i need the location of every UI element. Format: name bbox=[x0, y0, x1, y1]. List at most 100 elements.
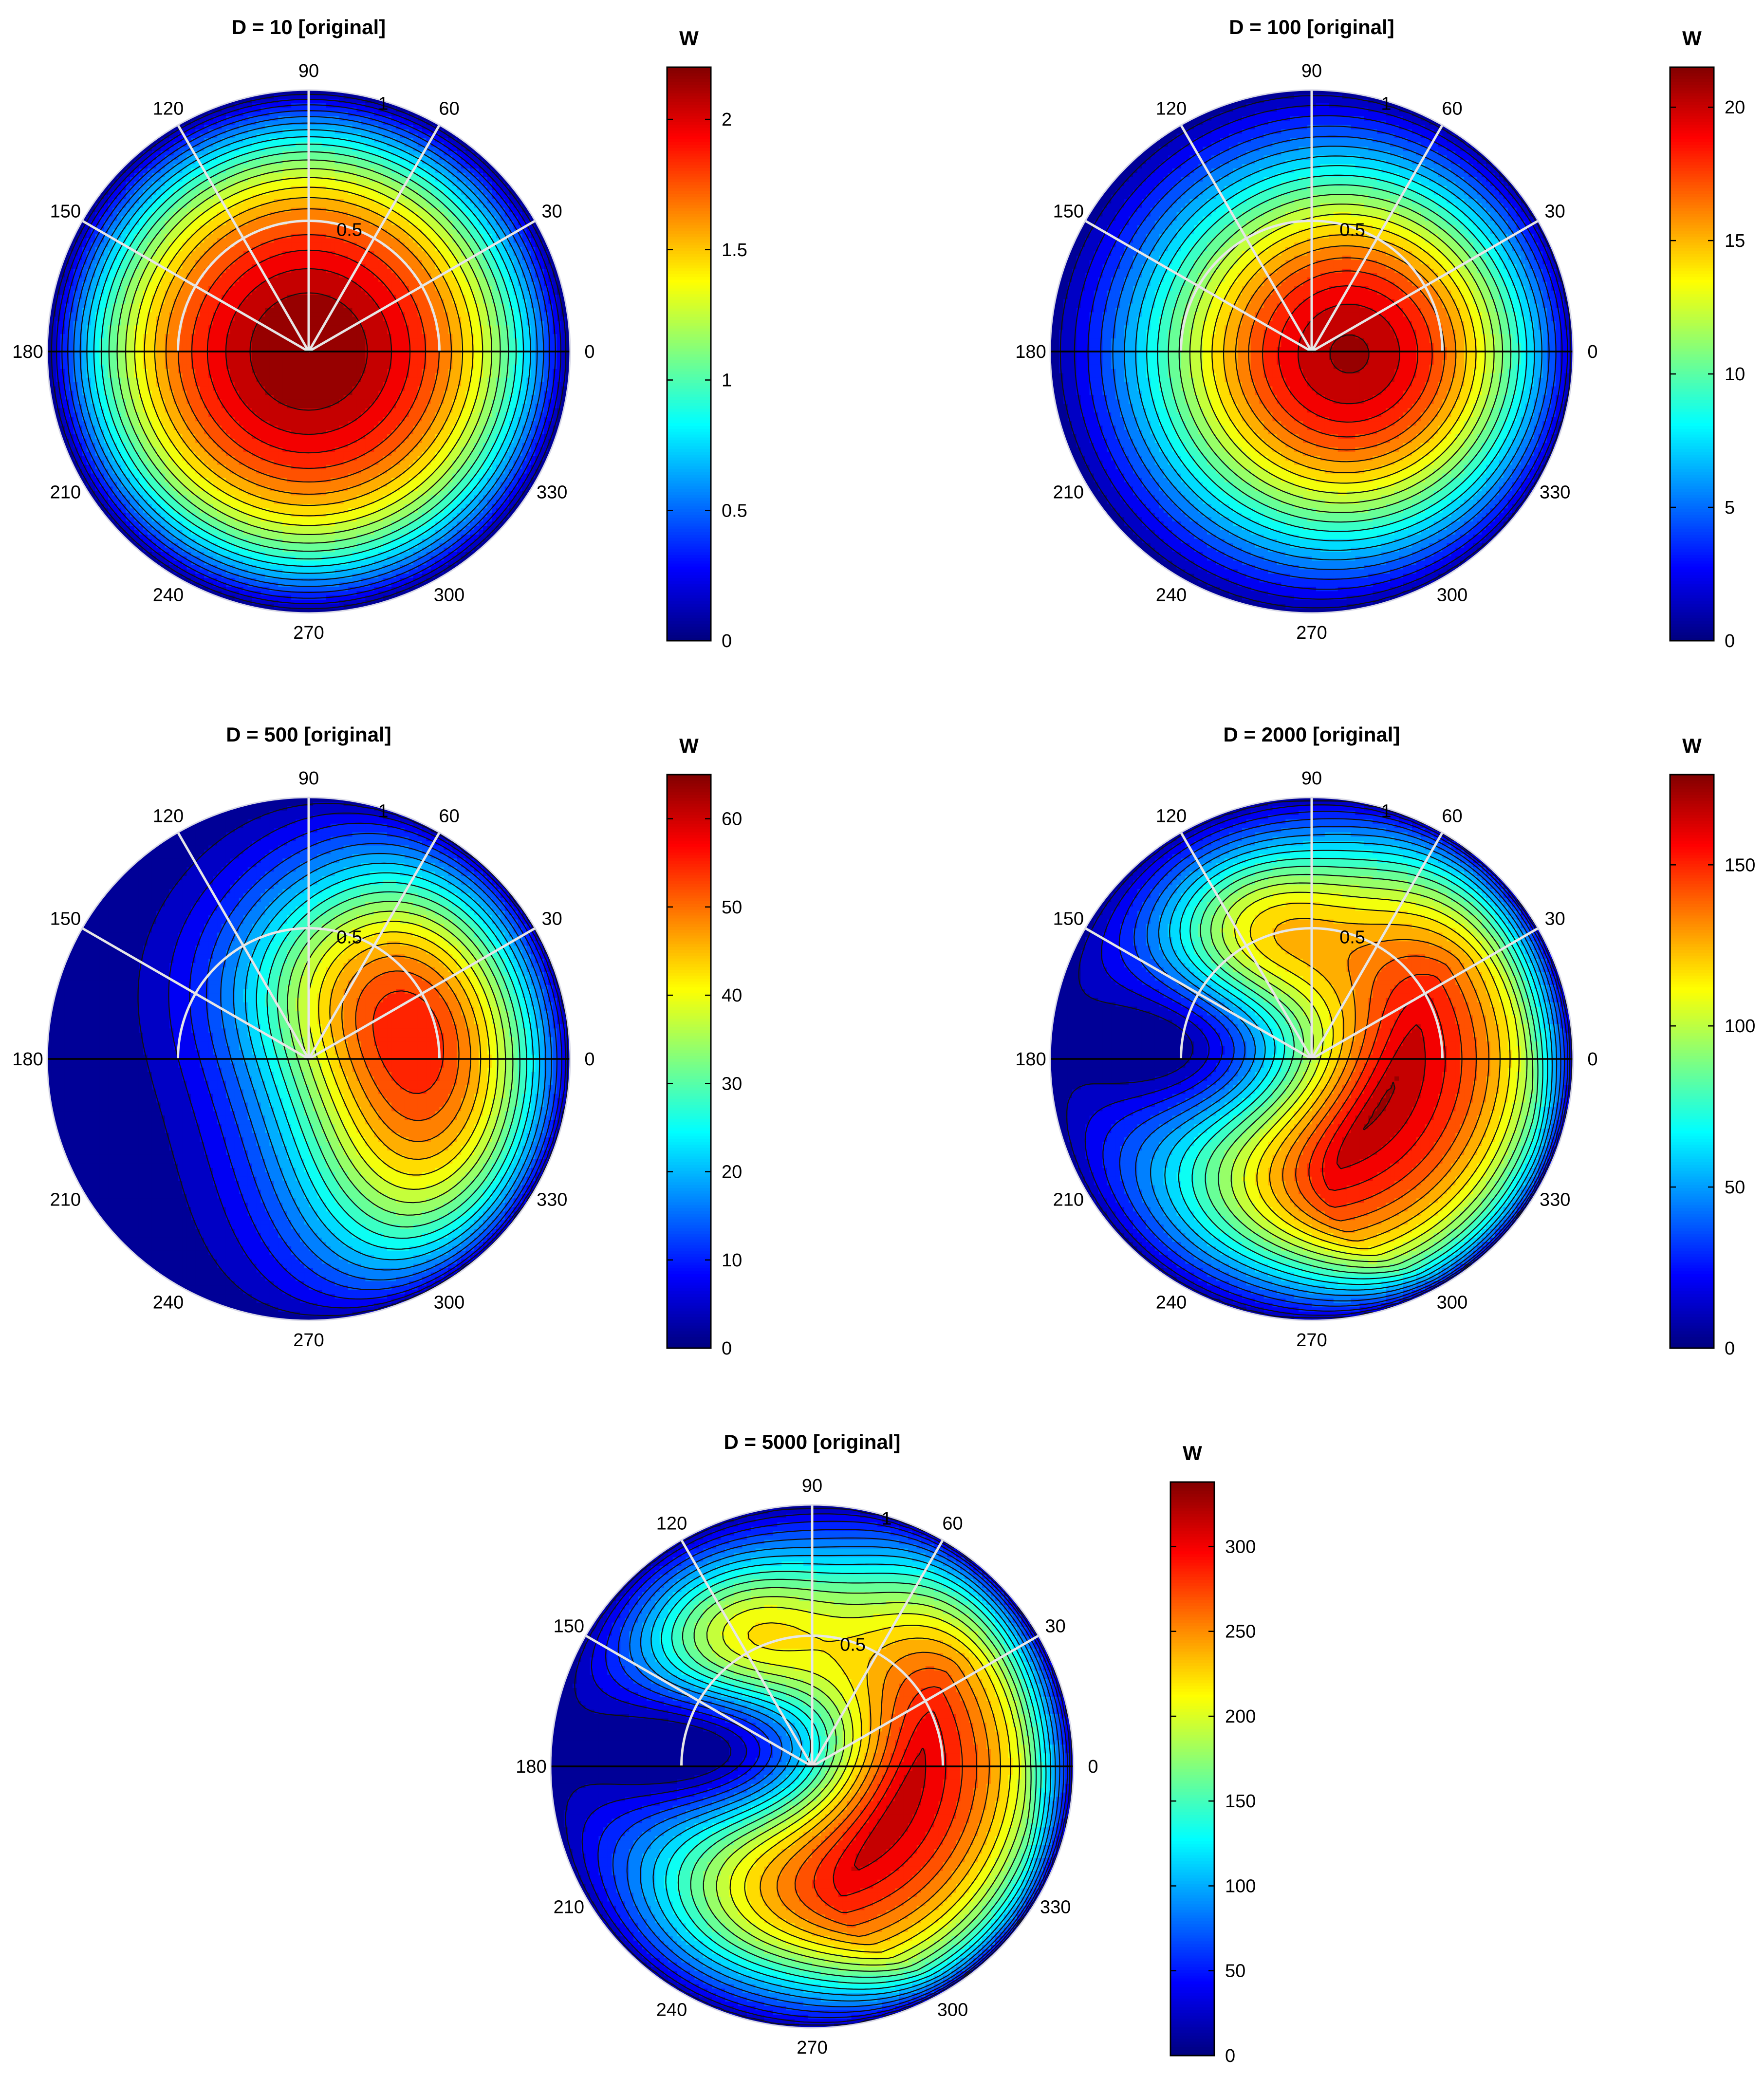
angle-tick-label: 210 bbox=[50, 482, 81, 503]
angle-labels: 0 30 60 90 120 150 180 210 240 270 300 330 bbox=[516, 1476, 1098, 2058]
angle-tick-label: 90 bbox=[1301, 768, 1322, 789]
polar-ring bbox=[177, 927, 441, 1059]
angle-tick-label: 120 bbox=[1156, 98, 1187, 119]
polar-spokes bbox=[81, 797, 536, 1060]
polar-spokes bbox=[1084, 90, 1539, 353]
colorbar-frame bbox=[666, 774, 712, 1349]
angle-labels: 0 30 60 90 120 150 180 210 240 270 300 330 bbox=[1015, 61, 1597, 643]
colorbar-tick-label: 20 bbox=[1725, 97, 1745, 118]
polar-ring bbox=[680, 1634, 944, 1767]
angle-tick-label: 210 bbox=[50, 1190, 81, 1210]
colorbar-tick-label: 100 bbox=[1225, 1876, 1256, 1897]
radial-tick-label: 0.5 bbox=[336, 220, 362, 241]
angle-tick-label: 180 bbox=[1015, 1049, 1046, 1070]
colorbar-title: W bbox=[1183, 1442, 1202, 1465]
angle-labels: 0 30 60 90 120 150 180 210 240 270 300 330 bbox=[12, 768, 594, 1351]
colorbar-tick-label: 300 bbox=[1225, 1537, 1256, 1557]
polar-spokes bbox=[81, 90, 536, 353]
angle-tick-label: 270 bbox=[293, 623, 324, 643]
colorbar-tick-label: 1 bbox=[722, 371, 732, 391]
angle-tick-label: 90 bbox=[802, 1476, 822, 1496]
colorbar-title: W bbox=[1682, 734, 1702, 757]
angle-tick-label: 30 bbox=[542, 202, 562, 222]
polar-outer-ring bbox=[46, 797, 571, 1321]
angle-tick-label: 150 bbox=[1053, 202, 1084, 222]
angle-tick-label: 0 bbox=[1587, 1049, 1597, 1070]
colorbar-title: W bbox=[679, 27, 699, 50]
angle-tick-label: 30 bbox=[1545, 909, 1565, 929]
angle-tick-label: 30 bbox=[542, 909, 562, 929]
angle-tick-label: 60 bbox=[942, 1513, 963, 1534]
angle-tick-label: 240 bbox=[656, 2000, 687, 2021]
angle-tick-label: 240 bbox=[153, 585, 184, 606]
angle-tick-label: 150 bbox=[1053, 909, 1084, 929]
colorbar-tick-label: 10 bbox=[1725, 364, 1745, 385]
angle-tick-label: 270 bbox=[293, 1330, 324, 1351]
angle-tick-label: 330 bbox=[537, 1190, 567, 1210]
angle-tick-label: 30 bbox=[1045, 1616, 1066, 1637]
angle-tick-label: 330 bbox=[1540, 1190, 1570, 1210]
colorbar-tick-label: 30 bbox=[722, 1074, 742, 1094]
angle-tick-label: 90 bbox=[298, 61, 319, 81]
colorbar-title: W bbox=[1682, 27, 1702, 50]
colorbar-frame bbox=[1669, 66, 1715, 642]
angle-tick-label: 180 bbox=[12, 1049, 43, 1070]
angle-tick-label: 300 bbox=[434, 1293, 464, 1313]
colorbar-tick-label: 60 bbox=[722, 809, 742, 830]
angle-tick-label: 210 bbox=[1053, 1190, 1084, 1210]
polar-ring bbox=[177, 220, 441, 352]
colorbar-tick-label: 15 bbox=[1725, 231, 1745, 251]
colorbar-tick-label: 50 bbox=[1725, 1177, 1745, 1198]
contour-lines bbox=[137, 802, 569, 1316]
radial-tick-label: 0.5 bbox=[336, 927, 362, 948]
angle-tick-label: 180 bbox=[1015, 342, 1046, 362]
polar-outer-ring bbox=[550, 1504, 1075, 2029]
angle-tick-label: 300 bbox=[434, 585, 464, 606]
polar-spokes bbox=[585, 1505, 1040, 1768]
radial-tick-label: 1 bbox=[378, 801, 388, 821]
angle-tick-label: 120 bbox=[656, 1513, 687, 1534]
colorbar-tick-label: 150 bbox=[1725, 855, 1755, 875]
panel-title: D = 5000 [original] bbox=[724, 1430, 901, 1453]
polar-ring bbox=[1180, 927, 1444, 1059]
polar-ring bbox=[1180, 220, 1444, 352]
angle-labels: 0 30 60 90 120 150 180 210 240 270 300 330 bbox=[1015, 768, 1597, 1351]
angle-tick-label: 240 bbox=[1156, 1293, 1187, 1313]
angle-labels: 0 30 60 90 120 150 180 210 240 270 300 330 bbox=[12, 61, 594, 643]
radial-tick-label: 0.5 bbox=[840, 1635, 866, 1655]
colorbar-tick-label: 10 bbox=[722, 1250, 742, 1271]
colorbar-tick-label: 0 bbox=[1225, 2046, 1235, 2066]
polar-panel: 0 30 60 90 120 150 180 210 240 270 300 330 0.5 1 D = 5… bbox=[516, 1430, 1256, 2066]
colorbar-tick-label: 250 bbox=[1225, 1622, 1256, 1642]
angle-tick-label: 60 bbox=[439, 806, 459, 826]
panel-title: D = 500 [original] bbox=[226, 723, 391, 746]
polar-outer-ring bbox=[1049, 89, 1574, 614]
radial-tick-label: 1 bbox=[1381, 801, 1391, 821]
angle-tick-label: 270 bbox=[1296, 1330, 1327, 1351]
angle-tick-label: 210 bbox=[554, 1897, 584, 1918]
panel-title: D = 2000 [original] bbox=[1224, 723, 1400, 746]
angle-tick-label: 90 bbox=[1301, 61, 1322, 81]
angle-tick-label: 120 bbox=[153, 806, 184, 826]
contour-lines bbox=[1059, 95, 1571, 609]
colorbar-tick-label: 5 bbox=[1725, 498, 1735, 518]
angle-tick-label: 120 bbox=[153, 98, 184, 119]
angle-tick-label: 90 bbox=[298, 768, 319, 789]
polar-panel: 0 30 60 90 120 150 180 210 240 270 300 330 0.5 1 D = 2… bbox=[1015, 723, 1755, 1359]
colorbar-tick-label: 0.5 bbox=[722, 501, 747, 521]
colorbar: 0 50 100 150 W bbox=[1669, 734, 1755, 1359]
colorbar: 0 50 100 150 200 250 300 W bbox=[1170, 1442, 1256, 2066]
angle-tick-label: 0 bbox=[584, 1049, 594, 1070]
polar-outer-ring bbox=[1049, 797, 1574, 1321]
colorbar-frame bbox=[1669, 774, 1715, 1349]
angle-tick-label: 270 bbox=[1296, 623, 1327, 643]
colorbar: 0 10 20 30 40 50 60 W bbox=[666, 734, 742, 1359]
panel-title: D = 100 [original] bbox=[1229, 16, 1394, 38]
colorbar-frame bbox=[666, 66, 712, 642]
angle-tick-label: 270 bbox=[797, 2038, 827, 2058]
angle-tick-label: 300 bbox=[1437, 1293, 1467, 1313]
angle-tick-label: 330 bbox=[537, 482, 567, 503]
